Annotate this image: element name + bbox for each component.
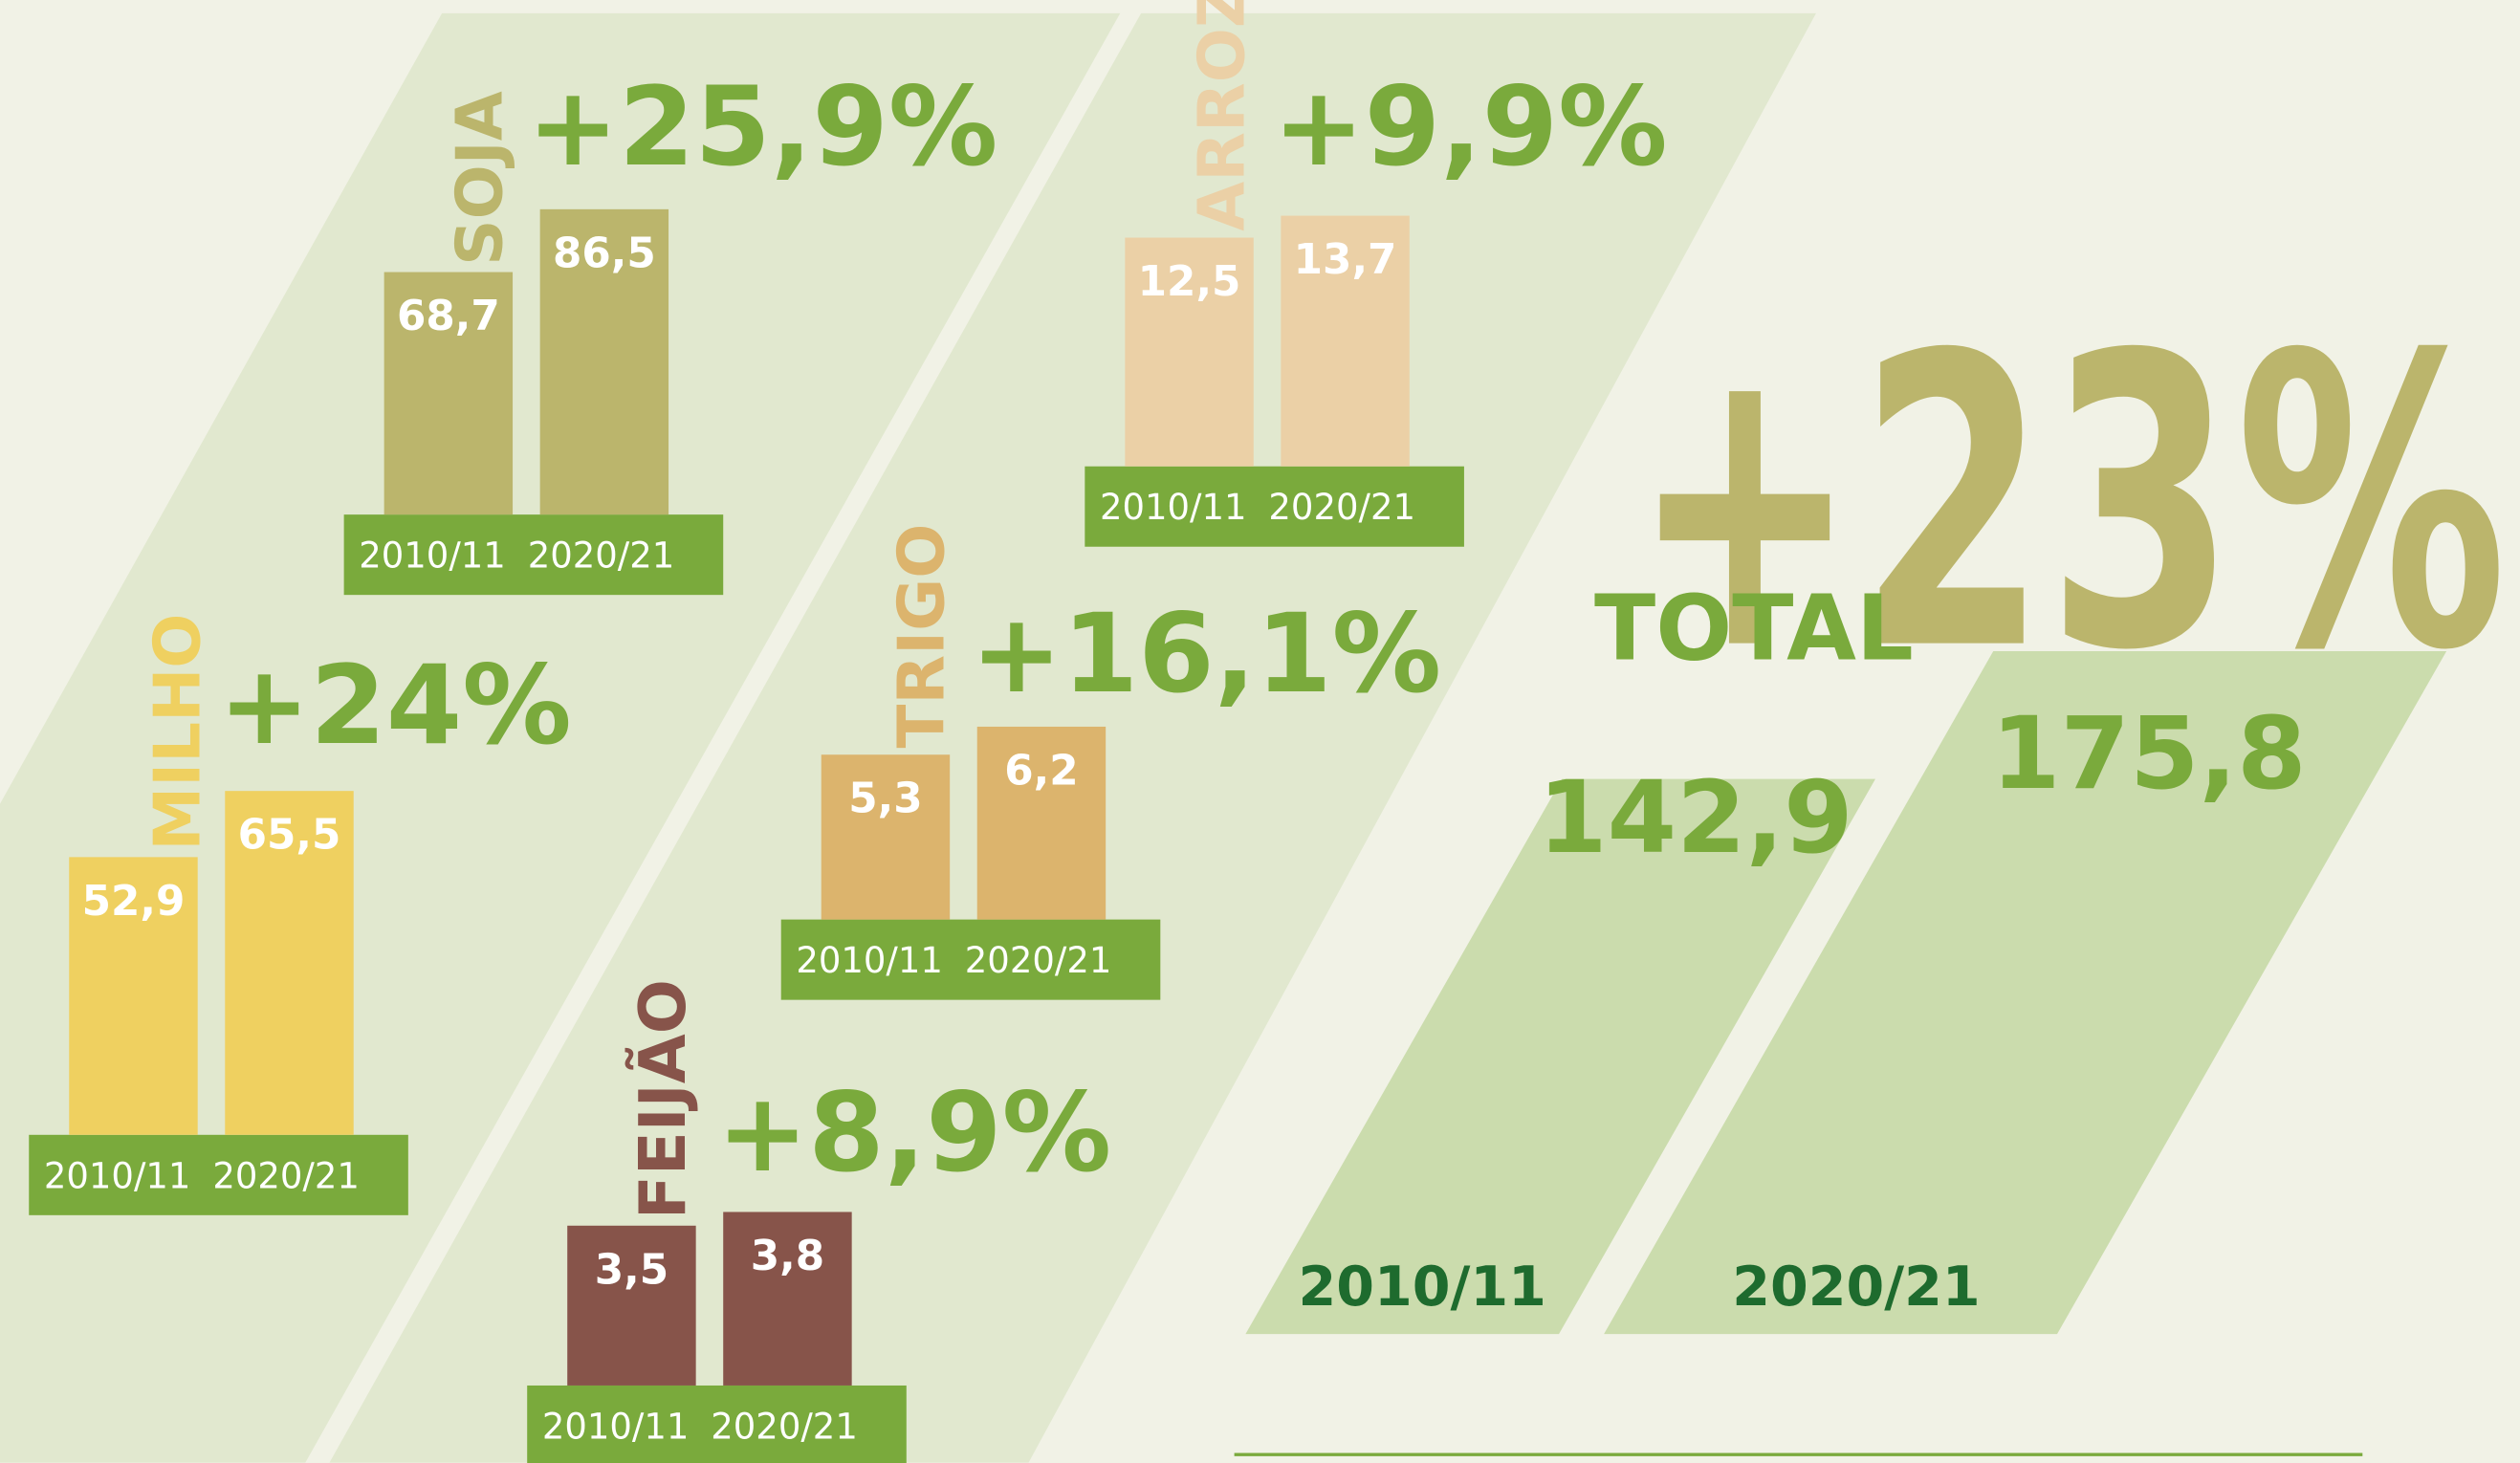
change-label: +9,9% — [1273, 63, 1668, 190]
bar — [976, 726, 1107, 920]
label-box — [29, 1134, 408, 1215]
bar — [383, 272, 514, 515]
x-tick-label: 2020/21 — [212, 1155, 360, 1196]
label-box — [527, 1385, 907, 1463]
value-label: 175,8 — [1991, 695, 2307, 812]
change-label: +25,9% — [527, 63, 997, 190]
value-label: 6,2 — [1004, 746, 1078, 795]
x-tick-label: 2010/11 — [44, 1155, 191, 1196]
label-box — [1085, 466, 1464, 547]
change-label: +24% — [219, 642, 572, 769]
bar — [821, 754, 951, 920]
x-tick-label: 2020/21 — [1268, 487, 1415, 528]
bar — [69, 857, 198, 1135]
value-label: 52,9 — [82, 877, 186, 926]
chart-title: ARROZ — [1185, 0, 1260, 231]
value-label: 142,9 — [1538, 759, 1853, 876]
chart-title: TRIGO — [884, 524, 958, 749]
x-tick-label: 2010/11 — [1100, 487, 1247, 528]
x-tick-label: 2020/21 — [711, 1406, 858, 1447]
bar — [723, 1212, 852, 1386]
x-tick-label: 2010/11 — [359, 535, 506, 577]
bar — [225, 791, 354, 1135]
chart-title: FEIJÃO — [625, 979, 700, 1219]
bar — [1281, 215, 1410, 467]
bar — [539, 208, 669, 515]
bar — [1125, 237, 1254, 467]
x-tick-label: 2020/21 — [965, 940, 1112, 981]
value-label: 68,7 — [397, 292, 500, 340]
value-label: 3,8 — [751, 1232, 824, 1280]
value-label: 86,5 — [553, 229, 656, 277]
x-tick-label: 2010/11 — [542, 1406, 690, 1447]
chart-title: TOTAL — [1594, 577, 1914, 681]
value-label: 3,5 — [595, 1245, 668, 1294]
x-tick-label: 2020/21 — [528, 535, 675, 577]
bar — [567, 1225, 696, 1386]
chart-title: MILHO — [140, 614, 214, 851]
label-box — [780, 919, 1161, 1000]
chart-title: SOJA — [442, 91, 516, 266]
change-label: +16,1% — [971, 590, 1441, 717]
bar — [1604, 650, 2447, 1335]
label-box — [343, 514, 724, 596]
value-label: 13,7 — [1294, 235, 1397, 284]
bar — [1245, 778, 1875, 1335]
value-label: 65,5 — [238, 811, 341, 860]
value-label: 12,5 — [1138, 257, 1241, 306]
change-label: +8,9% — [716, 1069, 1111, 1196]
x-tick-label: 2020/21 — [1732, 1256, 1980, 1319]
x-tick-label: 2010/11 — [1299, 1256, 1546, 1319]
x-tick-label: 2010/11 — [796, 940, 943, 981]
value-label: 5,3 — [848, 775, 922, 823]
